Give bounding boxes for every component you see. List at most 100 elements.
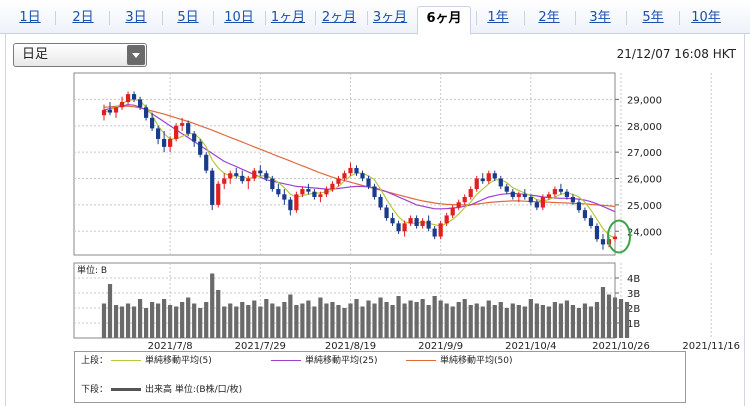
candle-body — [107, 109, 113, 113]
volume-bar — [534, 303, 539, 338]
candle-period-select[interactable]: 日足 — [13, 43, 147, 67]
tab-14[interactable]: 10年 — [691, 10, 721, 25]
candle-body — [156, 128, 161, 139]
candle-body — [228, 173, 233, 179]
volume-bar — [192, 303, 197, 338]
candle-body — [468, 189, 473, 197]
tab-4[interactable]: 5日 — [177, 10, 199, 25]
candle-body — [125, 94, 131, 103]
tab-separator — [476, 11, 477, 25]
volume-bar — [264, 299, 269, 338]
legend-lower-label: 下段： — [81, 385, 109, 395]
tab-11[interactable]: 2年 — [538, 10, 560, 25]
volume-tick-label: 1B — [627, 319, 640, 330]
volume-bar — [300, 303, 305, 338]
tab-separator — [162, 11, 163, 25]
price-tick-label: 27,000 — [627, 148, 662, 159]
tab-7[interactable]: 2ヶ月 — [321, 10, 357, 25]
tab-separator — [524, 11, 525, 25]
ma5-line — [103, 98, 616, 239]
volume-bar — [342, 308, 347, 338]
volume-tick-label: 4B — [627, 274, 640, 285]
candle-body — [504, 186, 509, 192]
candle-body — [558, 189, 563, 192]
volume-bar — [324, 303, 329, 338]
candle-body — [192, 133, 197, 142]
tab-separator — [109, 11, 110, 25]
candle-body — [510, 191, 515, 197]
volume-bar — [444, 303, 449, 338]
volume-bar — [143, 308, 149, 338]
candle-body — [168, 138, 173, 147]
candle-body — [240, 175, 245, 182]
tab-6[interactable]: 1ヶ月 — [270, 10, 306, 25]
candle-body — [137, 99, 143, 108]
tab-separator — [55, 11, 56, 25]
volume-bar — [234, 306, 239, 338]
candle-body — [162, 138, 167, 147]
volume-bar — [101, 303, 107, 338]
legend-ma50-label: 単純移動平均(50) — [440, 356, 513, 366]
candle-body — [486, 173, 491, 182]
tab-12[interactable]: 3年 — [589, 10, 611, 25]
candle-body — [570, 196, 576, 203]
volume-bar — [402, 303, 407, 338]
candle-body — [594, 225, 600, 240]
chevron-down-icon[interactable] — [127, 45, 145, 65]
candle-body — [174, 125, 179, 139]
volume-bar — [366, 300, 371, 338]
candle-body — [306, 189, 311, 192]
candle-body — [588, 218, 594, 226]
legend-ma50: 単純移動平均(50) — [406, 354, 512, 368]
volume-bar — [107, 284, 113, 338]
date-tick-label: 2021/9/9 — [418, 341, 463, 352]
tab-1[interactable]: 1日 — [19, 10, 41, 25]
candle-body — [546, 194, 551, 197]
candle-body — [600, 239, 606, 245]
tab-separator — [679, 11, 680, 25]
candle-body — [143, 107, 149, 118]
tab-5[interactable]: 10日 — [224, 10, 254, 25]
candle-body — [294, 194, 299, 211]
volume-bar — [198, 308, 203, 338]
candle-body — [396, 223, 401, 232]
volume-bar — [216, 290, 221, 338]
candle-period-value: 日足 — [22, 47, 49, 62]
volume-bar — [468, 305, 473, 338]
tab-2[interactable]: 2日 — [72, 10, 94, 25]
volume-bar — [408, 300, 413, 338]
candle-body — [210, 170, 215, 205]
legend-ma5-swatch — [111, 360, 141, 361]
tab-3[interactable]: 3日 — [125, 10, 147, 25]
candle-body — [354, 167, 359, 174]
volume-bar — [552, 302, 557, 338]
tab-13[interactable]: 5年 — [642, 10, 664, 25]
candle-body — [582, 210, 588, 219]
volume-bar — [137, 299, 143, 338]
candle-body — [384, 207, 389, 219]
volume-bar — [119, 306, 125, 338]
tab-10[interactable]: 1年 — [487, 10, 509, 25]
volume-bar — [390, 305, 395, 338]
volume-bar — [540, 305, 545, 338]
tab-8[interactable]: 3ヶ月 — [372, 10, 408, 25]
price-tick-label: 26,000 — [627, 175, 662, 186]
candle-body — [534, 202, 539, 208]
candle-body — [246, 178, 251, 182]
volume-bar — [486, 300, 491, 338]
date-tick-label: 2021/10/4 — [505, 341, 556, 352]
candle-body — [204, 154, 209, 171]
volume-bar — [258, 306, 263, 338]
candle-body — [378, 196, 383, 208]
volume-bar — [612, 297, 618, 338]
candle-body — [258, 170, 263, 174]
tab-9[interactable]: 6ヶ月 — [417, 6, 471, 35]
volume-bar — [474, 303, 479, 338]
candle-body — [408, 218, 413, 224]
volume-bar — [378, 297, 383, 338]
candle-body — [402, 223, 407, 232]
volume-bar — [384, 302, 389, 338]
volume-bar — [564, 300, 570, 338]
candle-body — [480, 178, 485, 182]
legend-ma25-label: 単純移動平均(25) — [305, 356, 378, 366]
